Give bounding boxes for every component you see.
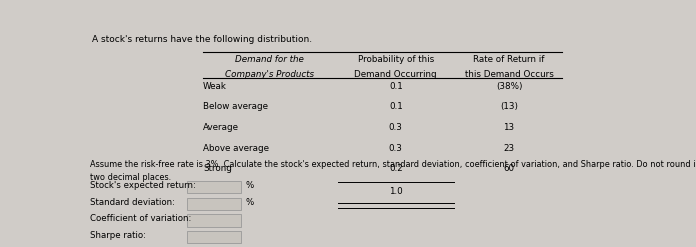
Text: Sharpe ratio:: Sharpe ratio: [90, 231, 145, 240]
Text: (13): (13) [500, 103, 518, 111]
Text: Standard deviation:: Standard deviation: [90, 198, 175, 206]
FancyBboxPatch shape [187, 214, 241, 227]
Text: 23: 23 [503, 144, 514, 153]
Text: 0.2: 0.2 [389, 164, 403, 173]
Text: 0.1: 0.1 [389, 82, 403, 91]
Text: Demand for the: Demand for the [235, 55, 303, 64]
Text: Weak: Weak [203, 82, 227, 91]
Text: Average: Average [203, 123, 239, 132]
Text: two decimal places.: two decimal places. [90, 173, 171, 182]
Text: 60: 60 [503, 164, 514, 173]
Text: A stock's returns have the following distribution.: A stock's returns have the following dis… [93, 35, 313, 44]
Text: Demand Occurring: Demand Occurring [354, 70, 437, 79]
Text: Rate of Return if: Rate of Return if [473, 55, 545, 64]
Text: Assume the risk-free rate is 3%. Calculate the stock's expected return, standard: Assume the risk-free rate is 3%. Calcula… [90, 160, 696, 169]
Text: 1.0: 1.0 [389, 186, 403, 196]
FancyBboxPatch shape [187, 231, 241, 243]
Text: Above average: Above average [203, 144, 269, 153]
Text: 0.3: 0.3 [389, 144, 403, 153]
Text: 13: 13 [503, 123, 514, 132]
Text: Company's Products: Company's Products [225, 70, 313, 79]
Text: Probability of this: Probability of this [358, 55, 434, 64]
Text: %: % [245, 198, 253, 206]
FancyBboxPatch shape [187, 181, 241, 193]
FancyBboxPatch shape [187, 198, 241, 210]
Text: Below average: Below average [203, 103, 268, 111]
Text: %: % [245, 181, 253, 190]
Text: 0.3: 0.3 [389, 123, 403, 132]
Text: 0.1: 0.1 [389, 103, 403, 111]
Text: Strong: Strong [203, 164, 232, 173]
Text: Stock's expected return:: Stock's expected return: [90, 181, 196, 190]
Text: Coefficient of variation:: Coefficient of variation: [90, 214, 191, 223]
Text: (38%): (38%) [496, 82, 522, 91]
Text: this Demand Occurs: this Demand Occurs [465, 70, 553, 79]
